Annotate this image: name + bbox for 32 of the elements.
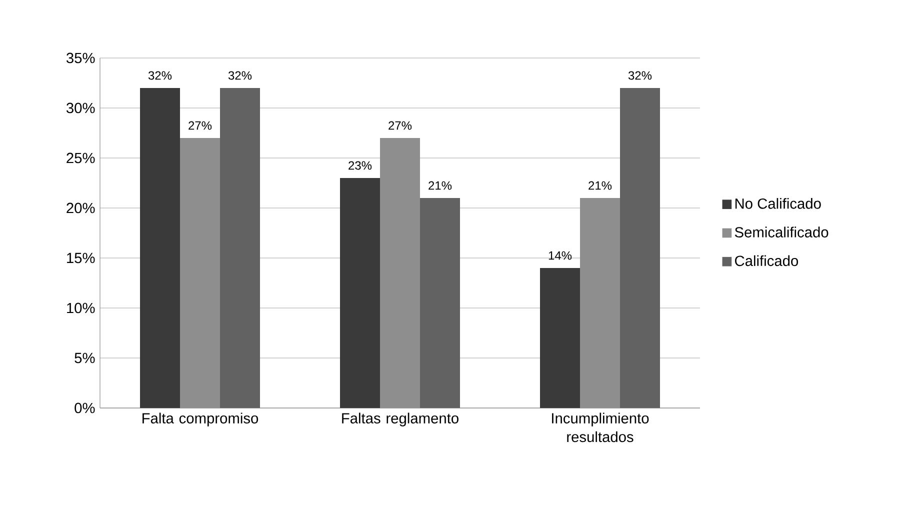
y-tick-label: 20% [66, 202, 95, 214]
bar [540, 268, 580, 408]
y-tick-label: 15% [67, 252, 95, 264]
data-label: 21% [428, 181, 452, 190]
y-tick-label: 5% [74, 352, 95, 364]
bar [580, 198, 620, 408]
data-label: 32% [228, 71, 252, 80]
x-tick-label: Falta compromiso [142, 412, 258, 426]
bar [340, 178, 380, 408]
bar [380, 138, 420, 408]
data-label: 32% [628, 71, 652, 80]
data-label: 27% [388, 121, 412, 130]
bar [420, 198, 460, 408]
y-tick-label: 35% [66, 52, 95, 64]
bar [220, 88, 260, 408]
y-tick-label: 30% [66, 102, 95, 114]
data-label: 21% [588, 181, 612, 190]
legend-label: Calificado [735, 255, 798, 266]
bar [140, 88, 180, 408]
data-label: 14% [548, 251, 572, 260]
x-tick-label: Incumplimiento resultados [552, 412, 649, 442]
data-label: 23% [348, 161, 372, 170]
x-tick-label: Faltas reglamento [342, 412, 458, 426]
data-label: 32% [148, 71, 172, 80]
bar [620, 88, 660, 408]
bar [180, 138, 220, 408]
data-label: 27% [188, 121, 212, 130]
legend-label: No Calificado [735, 198, 821, 209]
y-tick-label: 0% [74, 402, 95, 414]
y-tick-label: 25% [66, 152, 95, 164]
y-tick-label: 10% [67, 302, 95, 314]
legend-label: Semicalificado [734, 226, 828, 238]
